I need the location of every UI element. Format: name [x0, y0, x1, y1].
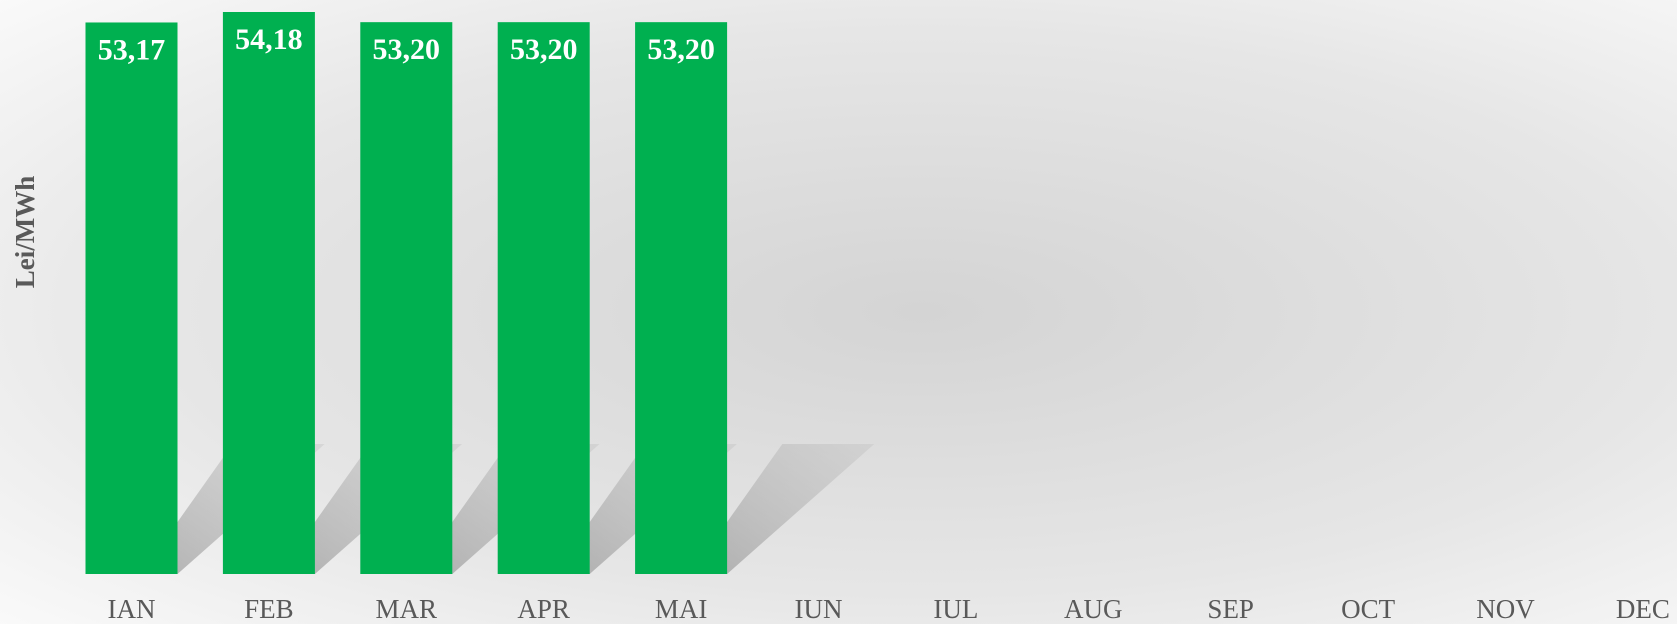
bar	[85, 22, 178, 574]
x-tick-label: IAN	[108, 594, 156, 624]
x-tick-label: SEP	[1207, 594, 1254, 624]
value-label: 53,20	[510, 33, 578, 66]
bar-shadow	[690, 444, 875, 574]
value-label: 53,17	[98, 33, 166, 66]
bar	[497, 22, 590, 574]
x-tick-label: IUN	[795, 594, 843, 624]
x-tick-label: APR	[517, 594, 570, 624]
x-tick-label: DEC	[1616, 594, 1670, 624]
x-tick-label: AUG	[1064, 594, 1123, 624]
x-tick-label: OCT	[1341, 594, 1396, 624]
x-tick-label: MAR	[376, 594, 438, 624]
bar	[635, 22, 728, 574]
x-tick-label: FEB	[244, 594, 294, 624]
x-tick-label: MAI	[655, 594, 708, 624]
bar	[360, 22, 453, 574]
value-label: 53,20	[373, 33, 441, 66]
value-label: 54,18	[235, 23, 303, 56]
y-axis-label: Lei/MWh	[10, 176, 40, 289]
value-label: 53,20	[647, 33, 715, 66]
bar	[222, 12, 315, 574]
x-tick-label: IUL	[933, 594, 978, 624]
x-tick-label: NOV	[1476, 594, 1535, 624]
